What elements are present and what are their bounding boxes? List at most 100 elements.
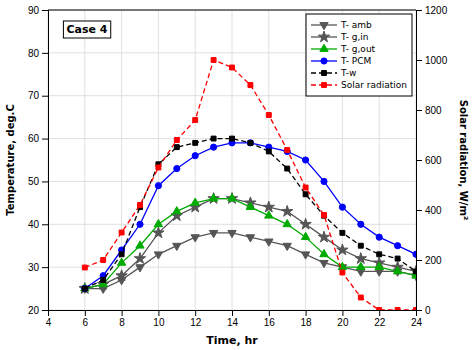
marker: [191, 198, 199, 205]
tick-mark: [416, 160, 422, 161]
plot: 4681012141618202224203040506070809002004…: [28, 5, 448, 328]
marker: [209, 194, 217, 201]
marker: [358, 221, 364, 227]
marker: [230, 136, 235, 141]
tick: 600: [416, 155, 442, 166]
marker: [119, 230, 124, 235]
legend-marker: [318, 31, 329, 42]
legend-marker: [320, 23, 328, 30]
marker: [322, 213, 327, 218]
grid-line: [232, 10, 233, 310]
tick: 20: [28, 305, 48, 316]
marker: [321, 178, 327, 184]
marker: [285, 166, 290, 171]
tick-label: 6: [83, 317, 89, 328]
marker: [174, 145, 179, 150]
title-box: Case 4: [63, 21, 110, 38]
marker: [283, 243, 291, 250]
marker: [117, 258, 125, 265]
marker: [173, 243, 181, 250]
tick: 22: [374, 310, 386, 328]
marker: [101, 258, 106, 263]
marker: [155, 183, 161, 189]
marker: [137, 221, 143, 227]
tick-mark: [42, 267, 48, 268]
tick-mark: [232, 310, 233, 316]
marker: [357, 269, 365, 276]
tick-mark: [416, 110, 422, 111]
tick-mark: [416, 60, 422, 61]
legend-label: T-w: [340, 68, 356, 78]
marker: [375, 269, 383, 276]
grid-line: [195, 10, 196, 310]
marker: [395, 308, 400, 310]
legend-label: T- PCM: [340, 56, 371, 66]
tick: 400: [416, 205, 442, 216]
marker: [284, 148, 290, 154]
tick-mark: [416, 10, 422, 11]
marker: [247, 140, 253, 146]
tick: 80: [28, 48, 48, 59]
marker: [211, 144, 217, 150]
marker: [393, 267, 401, 274]
tick: 1000: [416, 55, 448, 66]
marker: [377, 308, 382, 310]
line: [85, 143, 416, 289]
tick-mark: [195, 310, 196, 316]
marker: [209, 230, 217, 237]
legend-marker: [322, 83, 327, 88]
legend-entry: T- amb: [311, 20, 372, 30]
legend-entry: Solar radiation: [311, 80, 407, 90]
marker: [301, 232, 309, 239]
title: Case 4: [66, 23, 107, 36]
tick-mark: [306, 310, 307, 316]
tick-label: 0: [425, 305, 431, 316]
marker: [101, 278, 106, 283]
tick-mark: [269, 310, 270, 316]
y-axis-title: Temperature, deg.C: [5, 104, 16, 215]
legend: T- ambT- g,inT- g,outT- PCMT-wSolar radi…: [306, 14, 412, 96]
marker: [337, 244, 348, 255]
x-axis-title: Time, hr: [206, 334, 258, 347]
marker: [154, 252, 162, 259]
marker: [395, 243, 401, 249]
tick-label: 200: [425, 255, 442, 266]
grid-line: [268, 10, 269, 310]
marker: [246, 235, 254, 242]
line: [85, 233, 416, 289]
marker: [340, 270, 345, 275]
marker: [193, 118, 198, 123]
tick-mark: [416, 260, 422, 261]
tick-label: 20: [337, 317, 349, 328]
tick-mark: [42, 310, 48, 311]
marker: [413, 251, 416, 257]
tick-mark: [42, 96, 48, 97]
tick-label: 18: [301, 317, 313, 328]
marker: [228, 194, 236, 201]
marker: [395, 256, 400, 261]
y-axis: 2030405060708090: [28, 5, 49, 316]
marker: [136, 241, 144, 248]
legend-entry: T- g,in: [311, 31, 369, 42]
legend-label: Solar radiation: [341, 80, 407, 90]
marker: [82, 265, 87, 270]
marker: [138, 203, 143, 208]
marker: [193, 140, 198, 145]
tick-mark: [85, 310, 86, 316]
legend-marker: [320, 44, 328, 51]
tick-label: 4: [46, 317, 52, 328]
tick-label: 24: [411, 317, 423, 328]
marker: [248, 83, 253, 88]
marker: [303, 185, 308, 190]
tick-mark: [342, 310, 343, 316]
marker: [228, 230, 236, 237]
marker: [173, 207, 181, 214]
x-axis: 4681012141618202224: [46, 310, 423, 328]
marker: [265, 211, 273, 218]
legend-marker: [321, 58, 327, 64]
marker: [134, 253, 145, 264]
tick-label: 40: [28, 219, 40, 230]
tick-label: 10: [153, 317, 165, 328]
legend-label: T- amb: [340, 20, 372, 30]
y2-axis-title: Solar radiation, W/m²: [458, 100, 469, 221]
